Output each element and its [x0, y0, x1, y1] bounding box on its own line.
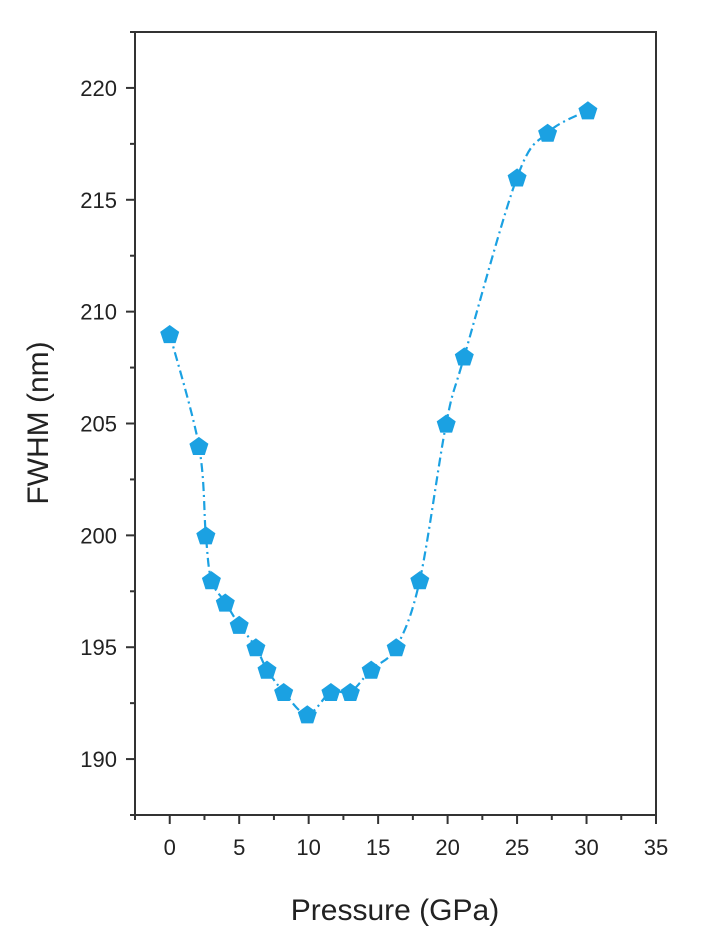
data-point — [436, 414, 456, 433]
data-point — [538, 123, 558, 142]
x-axis: 0 5 10 15 20 25 30 35 — [134, 815, 668, 860]
data-point — [578, 101, 598, 120]
y-axis: 190 195 200 205 210 215 220 — [80, 31, 135, 816]
data-point — [201, 571, 221, 590]
data-point — [246, 638, 266, 657]
data-point — [340, 683, 360, 701]
x-tick-label: 25 — [505, 835, 529, 860]
data-point — [454, 347, 474, 366]
x-axis-title: Pressure (GPa) — [291, 894, 499, 927]
data-point — [196, 526, 216, 545]
x-tick-label: 0 — [164, 835, 176, 860]
x-tick-label: 10 — [296, 835, 320, 860]
y-tick-label: 195 — [80, 635, 117, 660]
data-point — [386, 638, 406, 657]
x-tick-label: 30 — [574, 835, 598, 860]
data-point — [257, 660, 277, 679]
x-tick-label: 20 — [435, 835, 459, 860]
x-tick-label: 35 — [644, 835, 668, 860]
x-tick-label: 15 — [366, 835, 390, 860]
plot-frame — [134, 31, 657, 816]
data-point — [274, 683, 294, 701]
data-point — [229, 615, 249, 634]
data-point — [297, 705, 317, 724]
y-tick-label: 210 — [80, 300, 117, 325]
y-axis-title: FWHM (nm) — [22, 341, 55, 504]
y-tick-label: 200 — [80, 523, 117, 548]
data-point — [321, 683, 341, 701]
y-tick-label: 205 — [80, 412, 117, 437]
data-point — [215, 593, 235, 612]
data-markers — [160, 101, 598, 724]
y-tick-label: 190 — [80, 747, 117, 772]
data-point — [410, 571, 430, 590]
data-point — [507, 168, 527, 187]
data-point — [189, 436, 209, 455]
y-tick-label: 215 — [80, 188, 117, 213]
x-tick-label: 5 — [233, 835, 245, 860]
y-tick-label: 220 — [80, 76, 117, 101]
data-point — [361, 660, 381, 679]
data-point — [160, 325, 180, 344]
